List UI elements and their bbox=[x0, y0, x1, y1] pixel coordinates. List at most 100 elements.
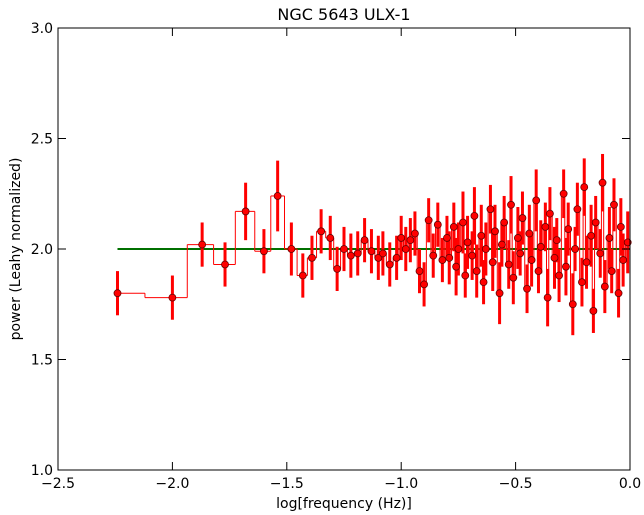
data-point bbox=[401, 245, 410, 253]
data-point bbox=[605, 234, 614, 242]
data-point bbox=[513, 234, 522, 242]
data-point bbox=[523, 284, 531, 293]
data-point bbox=[406, 236, 415, 245]
data-point bbox=[497, 240, 506, 249]
data-point bbox=[221, 260, 229, 269]
data-point bbox=[470, 211, 479, 220]
data-point bbox=[559, 189, 568, 198]
data-point bbox=[614, 289, 623, 298]
data-point bbox=[298, 271, 307, 280]
data-point bbox=[449, 222, 458, 231]
y-tick-label: 1.5 bbox=[31, 353, 53, 369]
x-tick-label: −1.0 bbox=[384, 476, 418, 492]
chart-title: NGC 5643 ULX-1 bbox=[277, 5, 410, 24]
data-point bbox=[459, 218, 467, 227]
data-point bbox=[397, 234, 406, 242]
x-axis-label: log[frequency (Hz)] bbox=[276, 496, 412, 512]
data-point bbox=[527, 256, 536, 264]
y-tick-label: 2.0 bbox=[31, 242, 53, 258]
data-point bbox=[308, 253, 316, 262]
data-point bbox=[507, 200, 515, 209]
data-point bbox=[534, 267, 543, 276]
data-point bbox=[452, 262, 461, 271]
data-point bbox=[411, 229, 419, 238]
data-point bbox=[378, 249, 387, 258]
data-point bbox=[353, 249, 362, 258]
data-point bbox=[596, 249, 605, 258]
data-point bbox=[420, 280, 428, 289]
data-point bbox=[587, 231, 596, 240]
data-point bbox=[598, 178, 607, 187]
data-point bbox=[360, 236, 369, 245]
data-point bbox=[340, 245, 348, 253]
data-point bbox=[481, 245, 490, 253]
data-point bbox=[610, 200, 618, 209]
y-axis-label: power (Leahy normalized) bbox=[8, 158, 24, 341]
data-point bbox=[461, 271, 470, 280]
data-point bbox=[424, 216, 433, 225]
data-point bbox=[273, 192, 282, 200]
x-tick-label: −2.5 bbox=[41, 476, 75, 492]
data-point bbox=[113, 289, 122, 298]
data-point bbox=[429, 251, 438, 260]
data-point bbox=[346, 251, 355, 260]
data-point bbox=[477, 231, 486, 240]
x-tick-label: −0.5 bbox=[499, 476, 533, 492]
data-point bbox=[326, 234, 335, 242]
data-point bbox=[580, 183, 589, 192]
data-point bbox=[260, 247, 268, 256]
data-point bbox=[385, 260, 394, 269]
data-point bbox=[438, 256, 447, 264]
data-point bbox=[509, 273, 518, 282]
data-point bbox=[500, 218, 509, 227]
data-point bbox=[488, 258, 497, 267]
data-point bbox=[562, 262, 570, 271]
data-point bbox=[616, 222, 625, 231]
data-point bbox=[532, 196, 541, 205]
data-point bbox=[571, 245, 579, 253]
y-tick-label: 3.0 bbox=[31, 21, 53, 37]
data-point bbox=[491, 227, 499, 236]
data-point bbox=[623, 238, 632, 247]
data-point bbox=[333, 264, 342, 273]
data-point bbox=[392, 253, 401, 262]
data-point bbox=[525, 229, 534, 238]
data-point bbox=[619, 256, 628, 264]
data-point bbox=[568, 300, 577, 309]
data-point bbox=[445, 253, 454, 262]
data-point bbox=[607, 267, 616, 276]
data-point bbox=[536, 242, 545, 251]
data-point bbox=[415, 267, 424, 276]
data-point bbox=[454, 245, 463, 253]
data-point bbox=[516, 249, 525, 258]
data-point bbox=[573, 205, 582, 214]
data-point bbox=[591, 218, 600, 227]
data-point bbox=[518, 214, 527, 222]
data-point bbox=[495, 289, 504, 298]
data-point bbox=[463, 238, 472, 247]
data-point bbox=[504, 260, 513, 269]
data-point bbox=[564, 225, 573, 234]
x-tick-label: −1.5 bbox=[270, 476, 304, 492]
data-point bbox=[479, 278, 488, 287]
data-point bbox=[578, 278, 586, 287]
data-point bbox=[582, 258, 591, 267]
data-point bbox=[168, 293, 177, 302]
data-point bbox=[552, 236, 561, 245]
data-point bbox=[543, 293, 552, 302]
data-point bbox=[589, 306, 598, 315]
data-point bbox=[472, 267, 481, 276]
data-point bbox=[546, 209, 554, 218]
data-point bbox=[198, 240, 207, 249]
data-point bbox=[468, 251, 477, 260]
x-tick-label: 0.0 bbox=[619, 476, 641, 492]
data-point bbox=[317, 227, 326, 236]
data-point bbox=[550, 253, 559, 262]
data-point bbox=[541, 222, 550, 231]
data-point bbox=[443, 234, 451, 242]
y-tick-label: 1.0 bbox=[31, 463, 53, 479]
data-point bbox=[486, 205, 495, 214]
data-point bbox=[287, 245, 296, 253]
data-point bbox=[367, 247, 376, 256]
